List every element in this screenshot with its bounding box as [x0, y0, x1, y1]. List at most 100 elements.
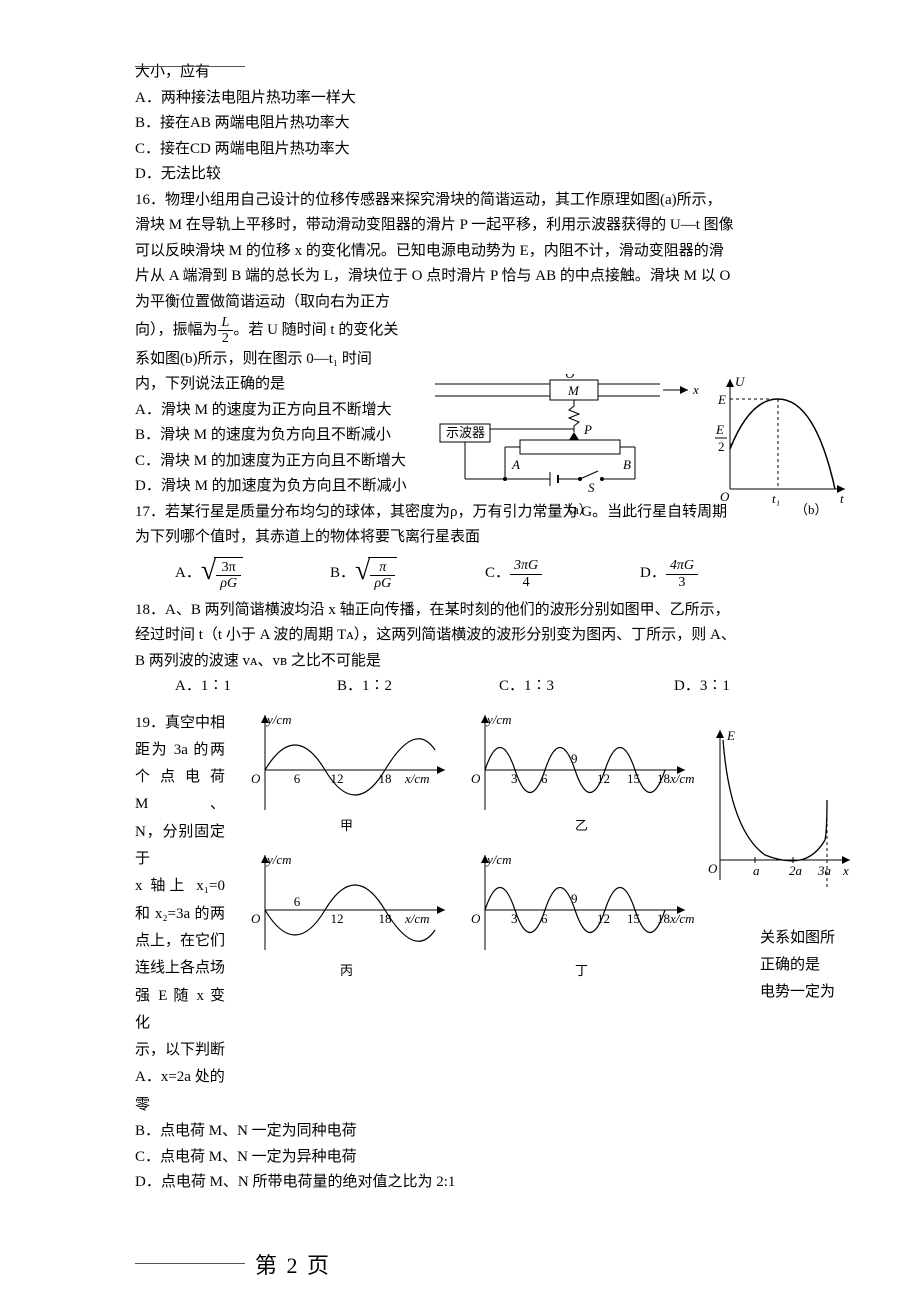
circuit-diagram: x M O P A B — [435, 374, 699, 517]
caption-b: （b） — [795, 502, 828, 517]
q17-c-label: C． — [485, 561, 510, 587]
q19-l11: 零 — [135, 1092, 225, 1119]
ylabel: y/cm — [265, 712, 292, 727]
footer-page-number: 第 2 页 — [255, 1248, 331, 1280]
frag-opt-a: A．两种接法电阻片热功率一样大 — [135, 86, 855, 112]
q19-l8: 强 E 随 x 变化 — [135, 983, 225, 1038]
graph-e: E — [717, 392, 726, 407]
wave-bing: y/cm O 6 12 18 x/cm 丙 — [251, 852, 445, 978]
q16-figure: x M O P A B — [420, 374, 855, 534]
header-rule — [135, 66, 245, 67]
q19-l7: 连线上各点场 — [135, 955, 225, 982]
e-graph: E O a 2a 3a x — [708, 728, 850, 890]
q19-text-left: 19．真空中相 距为 3a 的两 个 点 电 荷 M、 N，分别固定于 x 轴上… — [135, 710, 225, 1119]
q17-c-num: 3πG — [510, 558, 542, 574]
ylabel: y/cm — [485, 712, 512, 727]
graph-o: O — [720, 489, 730, 504]
q16-stem-8: 内，下列说法正确的是 — [135, 372, 415, 398]
q17-d-num: 4πG — [666, 558, 698, 574]
q17-b-label: B． — [330, 561, 355, 587]
e-x: x — [842, 863, 849, 878]
t9: 9 — [571, 891, 578, 906]
q18-opt-b: B．1∶2 — [337, 674, 499, 700]
e-o: O — [708, 861, 718, 876]
t9: 9 — [571, 751, 578, 766]
o: O — [251, 911, 261, 926]
t18: 18 — [657, 911, 670, 926]
q16-svg: x M O P A B — [420, 374, 855, 534]
xlabel: x/cm — [404, 911, 430, 926]
q17-d-den: 3 — [666, 575, 698, 590]
cap: 丁 — [575, 963, 588, 978]
content-area: 大小，应有 A．两种接法电阻片热功率一样大 B．接在AB 两端电阻片热功率大 C… — [135, 60, 855, 1196]
wave-ding: y/cm O 3 6 9 12 15 18 x/cm 丁 — [471, 852, 695, 978]
q18-options: A．1∶1 B．1∶2 C．1∶3 D．3∶1 — [175, 674, 855, 700]
t18: 18 — [657, 771, 670, 786]
graph-e2d: 2 — [718, 439, 725, 454]
q18-stem-1: 18．A、B 两列简谐横波均沿 x 轴正向传播，在某时刻的他们的波形分别如图甲、… — [135, 598, 855, 624]
frag-opt-c: C．接在CD 两端电阻片热功率大 — [135, 137, 855, 163]
q19-l6: 点上，在它们 — [135, 928, 225, 955]
label-p: P — [583, 422, 592, 437]
t18: 18 — [379, 771, 392, 786]
q19-opt-c: C．点电荷 M、N 一定为异种电荷 — [135, 1145, 855, 1171]
q17-a-num: 3π — [216, 560, 241, 576]
label-m: M — [567, 383, 580, 398]
e-a: a — [753, 863, 760, 878]
t6: 6 — [294, 894, 301, 909]
q18-stem-3: B 两列波的波速 vᴀ、vʙ 之比不可能是 — [135, 649, 855, 675]
graph-b: U E E 2 O t₁ — [715, 374, 845, 517]
t6: 6 — [541, 771, 548, 786]
q18-stem-2: 经过时间 t（t 小于 A 波的周期 Tᴀ），这两列简谐横波的波形分别变为图丙、… — [135, 623, 855, 649]
t6: 6 — [294, 771, 301, 786]
label-o: O — [565, 374, 575, 381]
sqrt-a: √ 3π ρG — [201, 557, 243, 592]
q17-opt-a: A． √ 3π ρG — [175, 557, 330, 592]
q17-opt-c: C． 3πG 4 — [485, 558, 640, 590]
q16-stem-3: 可以反映滑块 M 的位移 x 的变化情况。已知电源电动势为 E，内阻不计，滑动变… — [135, 239, 855, 265]
q16-opt-a: A．滑块 M 的速度为正方向且不断增大 — [135, 398, 415, 424]
label-a: A — [511, 457, 520, 472]
q17-a-label: A． — [175, 561, 201, 587]
footer-rule — [135, 1263, 245, 1264]
q17-options: A． √ 3π ρG B． √ π — [175, 557, 855, 592]
t18: 18 — [379, 911, 392, 926]
q19-l5: 和 x₂=3a 的两 — [135, 901, 225, 928]
q16-stem-6a: 向），振幅为 — [135, 318, 218, 344]
sqrt-b: √ π ρG — [355, 557, 397, 592]
q16-stem-4: 片从 A 端滑到 B 端的总长为 L，滑块位于 O 点时滑片 P 恰与 AB 的… — [135, 264, 855, 290]
graph-t: t — [840, 491, 844, 506]
q19-l0: 19．真空中相 — [135, 710, 225, 737]
t6: 6 — [541, 911, 548, 926]
q19-svg: y/cm O 6 12 18 x/cm 甲 — [225, 710, 855, 1000]
graph-u: U — [735, 374, 746, 389]
o: O — [251, 771, 261, 786]
o: O — [471, 771, 481, 786]
q19-l4: x 轴上 x₁=0 — [135, 873, 225, 900]
q16-frac-l2: L 2 — [218, 315, 234, 347]
q17-opt-b: B． √ π ρG — [330, 557, 485, 592]
o: O — [471, 911, 481, 926]
cap: 乙 — [575, 818, 588, 833]
label-scope: 示波器 — [446, 425, 485, 440]
t12: 12 — [597, 771, 610, 786]
wave-jia: y/cm O 6 12 18 x/cm 甲 — [251, 712, 445, 833]
q17-b-den: ρG — [370, 576, 395, 591]
q19-l1: 距为 3a 的两 — [135, 737, 225, 764]
q16-frac-l2-den: 2 — [218, 331, 234, 346]
q16-stem-5: 为平衡位置做简谐运动（取向右为正方 — [135, 290, 415, 316]
q17-a-den: ρG — [216, 576, 241, 591]
frag-opt-b: B．接在AB 两端电阻片热功率大 — [135, 111, 855, 137]
graph-e2n: E — [715, 422, 724, 437]
q16-wrap: 为平衡位置做简谐运动（取向右为正方 向），振幅为 L 2 。若 U 随时间 t … — [135, 290, 855, 449]
cap: 甲 — [340, 818, 353, 833]
q16-stem-7: 系如图(b)所示，则在图示 0—t₁ 时间 — [135, 347, 415, 373]
label-x: x — [692, 382, 699, 397]
label-b: B — [623, 457, 631, 472]
e-ylabel: E — [726, 728, 735, 743]
q18-opt-c: C．1∶3 — [499, 674, 674, 700]
cap: 丙 — [340, 963, 353, 978]
label-s: S — [588, 480, 595, 495]
q19-opt-b: B．点电荷 M、N 一定为同种电荷 — [135, 1119, 855, 1145]
page: 大小，应有 A．两种接法电阻片热功率一样大 B．接在AB 两端电阻片热功率大 C… — [0, 0, 920, 1302]
